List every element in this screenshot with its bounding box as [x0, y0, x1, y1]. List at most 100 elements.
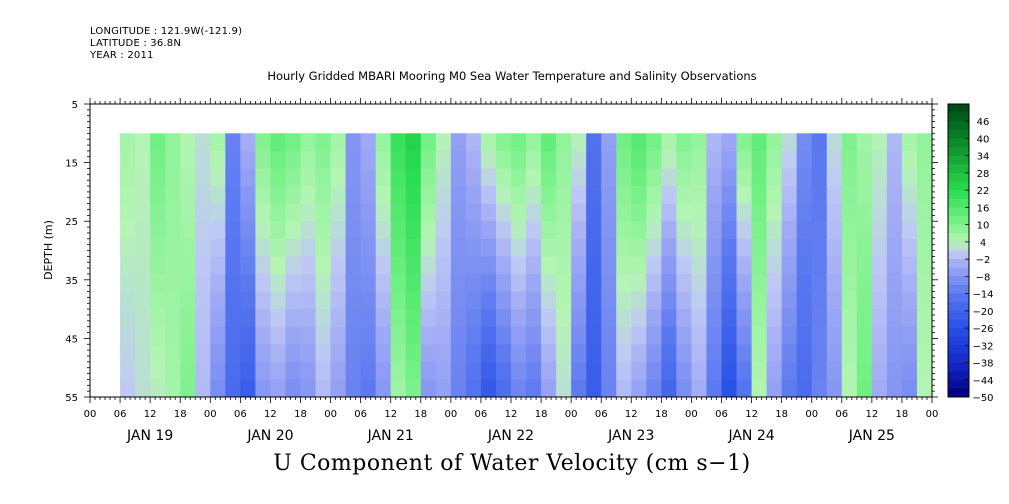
x-hour-label: 18	[535, 409, 548, 420]
heatmap-cell	[435, 186, 452, 205]
heatmap-cell	[571, 256, 587, 275]
heatmap-cell	[270, 168, 286, 187]
heatmap-cell	[511, 186, 527, 205]
heatmap-cell	[210, 150, 226, 169]
heatmap-cell	[511, 221, 527, 240]
heatmap-cell	[450, 150, 467, 169]
heatmap-cell	[721, 344, 738, 363]
heatmap-cell	[871, 344, 888, 363]
colorbar-segment	[948, 250, 969, 260]
heatmap-cell	[811, 379, 828, 398]
heatmap-cell	[330, 256, 347, 275]
heatmap-cell	[856, 221, 873, 240]
heatmap-cell	[375, 238, 392, 257]
heatmap-cell	[826, 186, 843, 205]
heatmap-cell	[225, 326, 241, 345]
heatmap-cell	[706, 133, 722, 152]
colorbar-segment	[948, 172, 969, 182]
heatmap-cell	[495, 168, 512, 187]
heatmap-cell	[300, 273, 317, 293]
year-label: YEAR : 2011	[90, 50, 154, 61]
heatmap-cell	[676, 133, 692, 152]
heatmap-cell	[360, 168, 377, 187]
heatmap-cell	[150, 238, 166, 257]
heatmap-cell	[165, 221, 181, 240]
heatmap-cell	[375, 221, 392, 240]
heatmap-cell	[631, 168, 647, 187]
heatmap-cell	[330, 186, 347, 205]
heatmap-cell	[631, 273, 647, 293]
heatmap-cell	[360, 344, 377, 363]
heatmap-cell	[646, 291, 662, 310]
heatmap-cell	[646, 326, 662, 345]
heatmap-cell	[661, 291, 677, 310]
y-axis: DEPTH (m) 5 15 25 35 45 55	[42, 100, 938, 404]
heatmap-cell	[706, 273, 722, 293]
heatmap-cell	[526, 133, 542, 152]
x-hour-label: 06	[595, 409, 608, 420]
colorbar-label: 46	[977, 117, 990, 128]
heatmap-cell	[886, 273, 903, 293]
heatmap-cell	[450, 168, 467, 187]
heatmap-cell	[180, 256, 196, 275]
heatmap-cell	[841, 186, 858, 205]
heatmap-cell	[511, 256, 527, 275]
heatmap-cell	[450, 309, 467, 328]
heatmap-cell	[811, 203, 828, 222]
heatmap-cell	[856, 291, 873, 310]
heatmap-cell	[495, 133, 512, 152]
heatmap-cell	[405, 344, 422, 363]
heatmap-cell	[285, 309, 301, 328]
heatmap-cell	[270, 361, 286, 380]
heatmap-cell	[300, 186, 317, 205]
heatmap-cell	[405, 309, 422, 328]
heatmap-cell	[435, 203, 452, 222]
heatmap-cell	[901, 291, 918, 310]
heatmap-cell	[240, 379, 256, 398]
heatmap-cell	[556, 203, 572, 222]
longitude-label: LONGITUDE : 121.9W(-121.9)	[90, 26, 243, 37]
heatmap-cell	[541, 256, 557, 275]
x-hour-label: 18	[414, 409, 427, 420]
heatmap-cell	[631, 344, 647, 363]
heatmap-cell	[856, 361, 873, 380]
heatmap-cell	[270, 309, 286, 328]
heatmap-cell	[495, 221, 512, 240]
heatmap-cell	[571, 150, 587, 169]
heatmap-cell	[601, 361, 617, 380]
heatmap-cell	[796, 344, 813, 363]
heatmap-cell	[330, 326, 347, 345]
heatmap-cell	[751, 326, 768, 345]
heatmap-cell	[495, 150, 512, 169]
heatmap-cell	[781, 186, 798, 205]
heatmap-cell	[766, 221, 783, 240]
heatmap-cell	[405, 238, 422, 257]
heatmap-cell	[661, 238, 677, 257]
heatmap-cell	[270, 150, 286, 169]
heatmap-cell	[180, 203, 196, 222]
heatmap-cell	[480, 379, 497, 398]
heatmap-cell	[556, 221, 572, 240]
x-hour-label: 00	[565, 409, 578, 420]
x-day-label: JAN 25	[848, 428, 895, 444]
heatmap-cell	[210, 203, 226, 222]
heatmap-cell	[195, 133, 211, 152]
heatmap-cell	[856, 326, 873, 345]
heatmap-cell	[691, 133, 707, 152]
heatmap-cell	[886, 221, 903, 240]
heatmap-cell	[736, 150, 753, 169]
heatmap-cell	[856, 133, 873, 152]
heatmap-cell	[195, 203, 211, 222]
heatmap-cell	[916, 273, 933, 293]
heatmap-cell	[495, 238, 512, 257]
heatmap-cell	[841, 326, 858, 345]
heatmap-cell	[285, 221, 301, 240]
colorbar-segment	[948, 353, 969, 363]
heatmap-cell	[300, 238, 317, 257]
heatmap-cell	[465, 203, 482, 222]
heatmap-cell	[165, 273, 181, 293]
colorbar-segment	[948, 147, 969, 157]
heatmap-cell	[601, 150, 617, 169]
heatmap-cell	[586, 291, 602, 310]
heatmap-cell	[270, 291, 286, 310]
